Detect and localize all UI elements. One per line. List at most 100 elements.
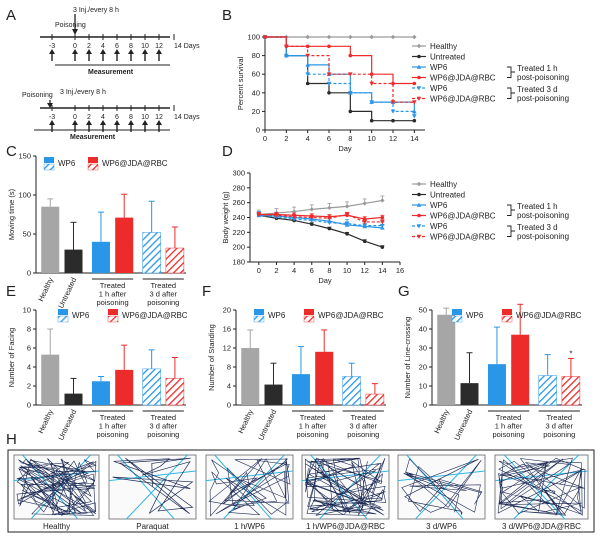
timeline-1-poisoning: Poisoning [55, 22, 86, 29]
measure-arrowhead [128, 120, 134, 125]
bar [91, 381, 110, 405]
legend-label-jda: WP6@JDA@RBC [318, 311, 384, 320]
bar [264, 384, 283, 405]
series-line [258, 199, 383, 216]
timeline-1-injection: 3 Inj./every 8 h [73, 7, 119, 14]
legend-marker [416, 96, 422, 101]
data-point [345, 232, 349, 236]
legend-group-3d-line2: post-poisoning [517, 94, 569, 103]
data-point [390, 34, 396, 40]
category-label: Untreated [56, 276, 78, 310]
group-label-3d: poisoning [543, 430, 575, 439]
data-point [309, 215, 315, 220]
data-point [305, 34, 310, 40]
bar [561, 376, 581, 406]
category-label: Healthy [36, 408, 55, 435]
timeline-tick-label: 6 [115, 114, 119, 121]
timeline-tick-label: 8 [129, 114, 133, 121]
category-label: Untreated [452, 408, 474, 442]
y-axis-label: Body weight (g) [221, 191, 230, 244]
y-tick-label: 0 [227, 401, 231, 410]
measure-arrowhead [128, 49, 134, 54]
series-line [258, 213, 383, 223]
data-point [326, 81, 332, 86]
measure-arrowhead [49, 49, 55, 54]
y-tick-label: 100 [18, 191, 31, 200]
timeline-1-poison-arrowhead [72, 29, 78, 35]
bar [291, 374, 310, 405]
data-point [362, 239, 367, 244]
bar [365, 393, 385, 406]
group-label-1h: Treated [496, 413, 522, 422]
timeline-tick-label: 2 [87, 43, 91, 50]
data-point [274, 213, 279, 218]
data-point [305, 72, 310, 77]
legend-bracket-1h [507, 204, 515, 216]
data-point [327, 205, 332, 211]
legend-marker [416, 43, 422, 49]
data-point [369, 72, 374, 76]
x-tick-label: 12 [389, 134, 397, 143]
panel-d-legend: HealthyUntreatedWP6WP6@JDA@RBCWP6WP6@JDA… [412, 180, 569, 242]
group-label-1h: 1 h after [299, 422, 327, 431]
legend-marker [417, 213, 421, 218]
y-tick-label: 150 [18, 152, 31, 161]
panel-label-a: A [6, 7, 16, 24]
panel-label-b: B [222, 7, 232, 24]
y-tick-label: 60 [252, 70, 260, 79]
group-label-1h: Treated [300, 413, 326, 422]
panel-label-e: E [6, 283, 16, 300]
data-point [391, 118, 395, 123]
timeline-1-measurement: Measurement [88, 69, 134, 76]
measure-arrowhead [114, 120, 120, 125]
group-label-3d: Treated [150, 281, 176, 290]
arena-line [397, 470, 486, 482]
timeline-2-poisoning: Poisoning [22, 92, 53, 99]
data-point [369, 81, 374, 86]
data-point [326, 34, 332, 40]
legend-swatch-wp6-hatch [57, 315, 69, 323]
timeline-tick-label: 6 [115, 43, 119, 50]
movement-track [112, 457, 194, 514]
group-label-1h: Treated [100, 281, 126, 290]
category-label: Healthy [36, 276, 55, 303]
y-tick-label: 4 [27, 363, 31, 372]
data-point [380, 223, 385, 229]
x-tick-label: 8 [348, 134, 352, 143]
panel-f-standing-chart: 0 4 8 12 16 20 Number of Standing Healthy Untrea… [207, 306, 386, 442]
timeline-1: Poisoning 3 Inj./every 8 h -3 0 2 4 6 8 10 12 14… [40, 7, 200, 76]
data-point [380, 245, 385, 249]
x-tick-label: 2 [284, 134, 288, 143]
timeline-tick-label: 4 [101, 114, 105, 121]
measure-arrowhead [72, 49, 78, 54]
bar [511, 334, 530, 405]
data-point [327, 44, 331, 49]
timeline-tick-label: -3 [49, 114, 55, 121]
x-tick-label: 14 [378, 266, 386, 275]
x-tick-label: 16 [396, 266, 404, 275]
x-tick-label: 4 [292, 266, 296, 275]
legend-label: WP6@JDA@RBC [430, 212, 496, 221]
tracking-label: 1 h/WP6@JDA@RBC [306, 522, 385, 531]
x-tick-label: 8 [327, 266, 331, 275]
series-line [265, 36, 415, 122]
y-axis-label: Percent survival [236, 56, 245, 110]
group-label-1h: poisoning [97, 430, 129, 439]
measure-arrowhead [114, 49, 120, 54]
y-tick-label: 16 [223, 325, 231, 334]
y-axis-label: Moving time (s) [7, 188, 16, 240]
legend-swatch-wp6-hatch [43, 163, 55, 171]
legend-label: WP6 [430, 84, 448, 93]
group-label-1h: poisoning [97, 298, 129, 307]
data-point [309, 218, 315, 223]
bar [115, 369, 134, 405]
group-label-3d: 3 d after [546, 422, 574, 431]
group-label-1h: 1 h after [495, 422, 523, 431]
data-point [412, 81, 417, 86]
y-tick-label: 300 [232, 169, 245, 178]
movement-track [497, 457, 586, 516]
timeline-tick-label: 12 [155, 43, 163, 50]
legend-swatch-jda [108, 309, 118, 315]
movement-track [16, 458, 97, 517]
